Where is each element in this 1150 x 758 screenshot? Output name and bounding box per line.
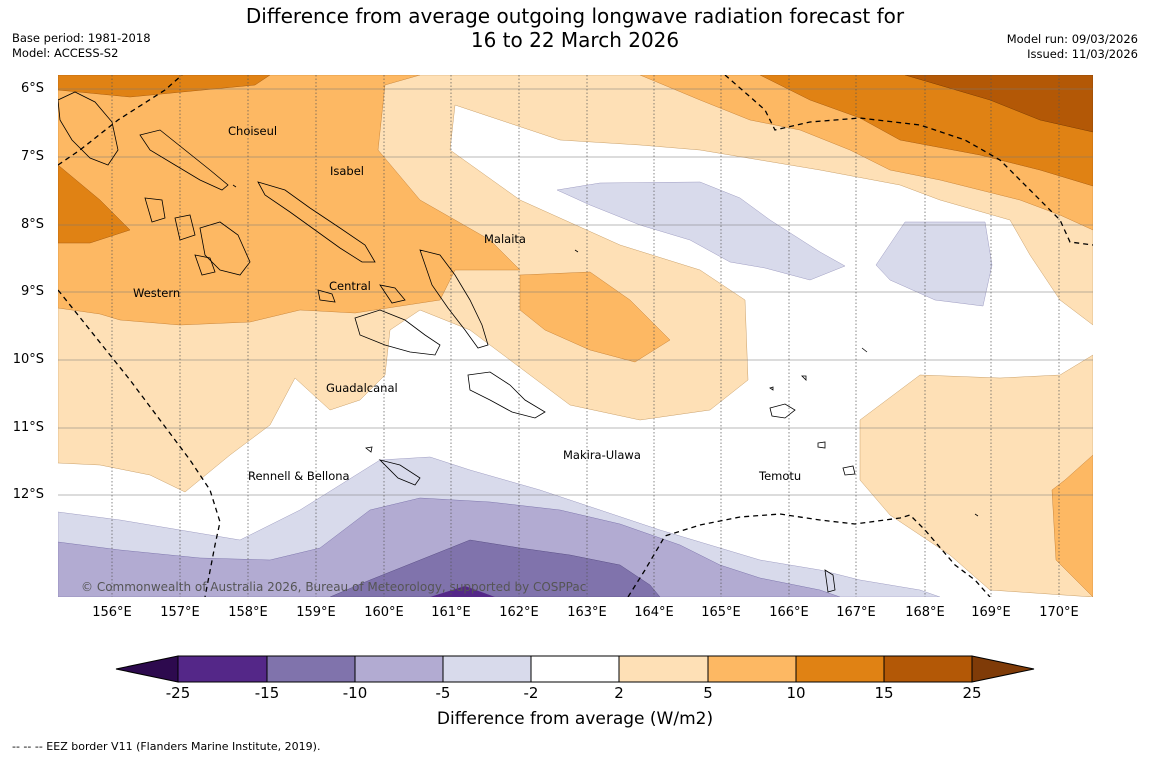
lon-label-170e: 170°E (1039, 605, 1079, 620)
place-label-choiseul: Choiseul (228, 124, 278, 138)
lat-label-8s: 8°S (20, 217, 44, 232)
region-purple-south (58, 497, 841, 597)
lon-label-157e: 157°E (160, 605, 200, 620)
small-islets (232, 184, 979, 517)
region-orange-southeast (1051, 454, 1093, 597)
lat-label-7s: 7°S (20, 149, 44, 164)
bellona-island (365, 446, 373, 453)
place-label-rennell-bellona: Rennell & Bellona (248, 469, 350, 483)
bougainville-island (58, 91, 119, 166)
place-label-guadalcanal: Guadalcanal (326, 381, 398, 395)
lon-label-162e: 162°E (499, 605, 539, 620)
malaita-island (419, 249, 489, 349)
makira-island (467, 371, 546, 419)
utupua-island (817, 441, 826, 449)
guadalcanal-island (354, 309, 441, 356)
place-label-temotu: Temotu (759, 469, 802, 483)
region-deep-purple-south (430, 586, 495, 597)
eez-footnote: -- -- -- EEZ border V11 (Flanders Marine… (12, 740, 321, 753)
eez-border (58, 75, 1093, 597)
colorbar-tick-15: 15 (874, 684, 894, 702)
issued-date: Issued: 11/03/2026 (1027, 47, 1138, 61)
model-run: Model run: 09/03/2026 (1006, 32, 1138, 46)
place-label-isabel: Isabel (330, 164, 365, 178)
colorbar-tick-2: 2 (614, 684, 624, 702)
santa-cruz-island (769, 403, 796, 419)
region-lavender-north (556, 181, 846, 281)
lat-label-6s: 6°S (20, 81, 44, 96)
colorbar-tick-m10: -10 (342, 684, 368, 702)
lat-label-10s: 10°S (12, 352, 44, 367)
map-title: Difference from average outgoing longwav… (0, 4, 1150, 52)
lat-label-12s: 12°S (12, 487, 44, 502)
region-lavender-east (875, 221, 993, 307)
meta-right: Model run: 09/03/2026 Issued: 11/03/2026 (1007, 32, 1138, 62)
region-dark-orange-northwest (58, 75, 271, 98)
region-orange-central (519, 271, 671, 363)
lon-label-161e: 161°E (431, 605, 471, 620)
graticule-longitude (111, 75, 1060, 597)
lon-label-164e: 164°E (634, 605, 674, 620)
isabel-island (257, 181, 376, 263)
florida-islands (317, 284, 406, 304)
region-dark-purple-south (329, 539, 661, 597)
lon-label-156e: 156°E (92, 605, 132, 620)
vanikoro-island (842, 465, 856, 476)
lon-label-165e: 165°E (701, 605, 741, 620)
lon-label-163e: 163°E (567, 605, 607, 620)
graticule-latitude (58, 88, 1093, 496)
colorbar-label: Difference from average (W/m2) (436, 709, 714, 729)
lon-label-160e: 160°E (364, 605, 404, 620)
region-light-orange-east (859, 354, 1093, 597)
lat-label-9s: 9°S (20, 284, 44, 299)
reef-islands (769, 375, 807, 391)
lon-label-166e: 166°E (769, 605, 809, 620)
colorbar-tick-m5: -5 (435, 684, 451, 702)
model-name: Model: ACCESS-S2 (12, 46, 119, 60)
meta-left: Base period: 1981-2018 Model: ACCESS-S2 (12, 31, 151, 61)
colorbar-tick-m25: -25 (165, 684, 191, 702)
title-line-1: Difference from average outgoing longwav… (245, 4, 905, 28)
lon-label-167e: 167°E (836, 605, 876, 620)
region-orange-north (58, 75, 521, 326)
title-line-2: 16 to 22 March 2026 (470, 28, 680, 52)
lon-label-159e: 159°E (296, 605, 336, 620)
place-label-makira-ulawa: Makira-Ulawa (563, 448, 641, 462)
vella-lavella (194, 254, 216, 276)
vanuatu-north (824, 569, 836, 593)
copyright-notice: © Commonwealth of Australia 2026, Bureau… (81, 580, 587, 594)
solomon-islands-coastlines (58, 91, 979, 593)
lon-label-158e: 158°E (228, 605, 268, 620)
choiseul-island (139, 129, 229, 191)
lat-label-11s: 11°S (12, 420, 44, 435)
colorbar-tick-m15: -15 (254, 684, 280, 702)
colorbar-tick-25: 25 (962, 684, 982, 702)
rennell-island (378, 459, 421, 486)
place-label-western: Western (133, 286, 181, 300)
colorbar-tick-10: 10 (786, 684, 806, 702)
lon-label-168e: 168°E (905, 605, 945, 620)
colorbar-tick-5: 5 (703, 684, 713, 702)
colorbar-tick-m2: -2 (523, 684, 539, 702)
place-label-central: Central (329, 279, 371, 293)
lon-label-169e: 169°E (971, 605, 1011, 620)
place-label-malaita: Malaita (484, 232, 526, 246)
base-period: Base period: 1981-2018 (12, 31, 151, 45)
